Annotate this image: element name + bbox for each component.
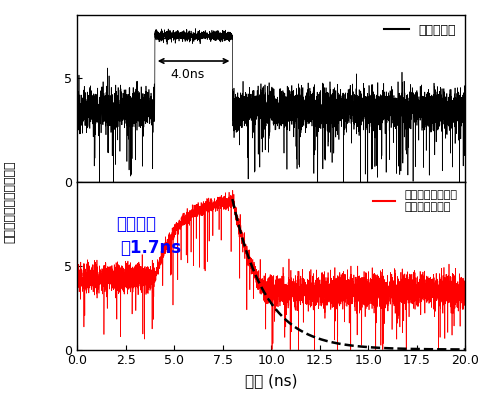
Legend: 共港器からの光の
漏れの時間推移: 共港器からの光の 漏れの時間推移 [369,186,462,216]
Text: 4.0ns: 4.0ns [170,68,205,81]
Legend: 入力パルス: 入力パルス [379,19,461,42]
X-axis label: 時間 (ns): 時間 (ns) [245,373,297,388]
Text: 光子寿命: 光子寿命 [116,215,156,233]
Text: 光子数（自然対数表示）: 光子数（自然対数表示） [3,160,16,243]
Text: ～1.7ns: ～1.7ns [120,239,181,257]
